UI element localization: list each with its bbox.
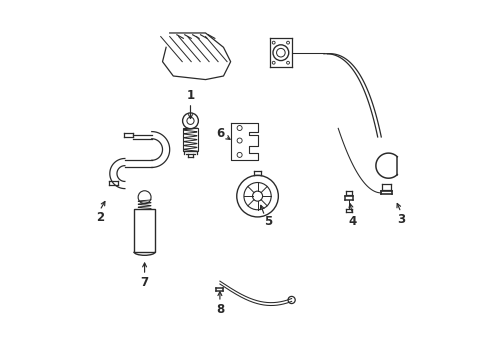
Text: 3: 3 xyxy=(397,213,405,226)
Text: 5: 5 xyxy=(264,215,272,228)
Text: 1: 1 xyxy=(186,89,195,102)
Text: 7: 7 xyxy=(141,276,148,289)
Text: 6: 6 xyxy=(216,127,224,140)
Text: 2: 2 xyxy=(96,211,104,224)
Text: 4: 4 xyxy=(348,215,357,228)
Text: 8: 8 xyxy=(216,303,224,316)
